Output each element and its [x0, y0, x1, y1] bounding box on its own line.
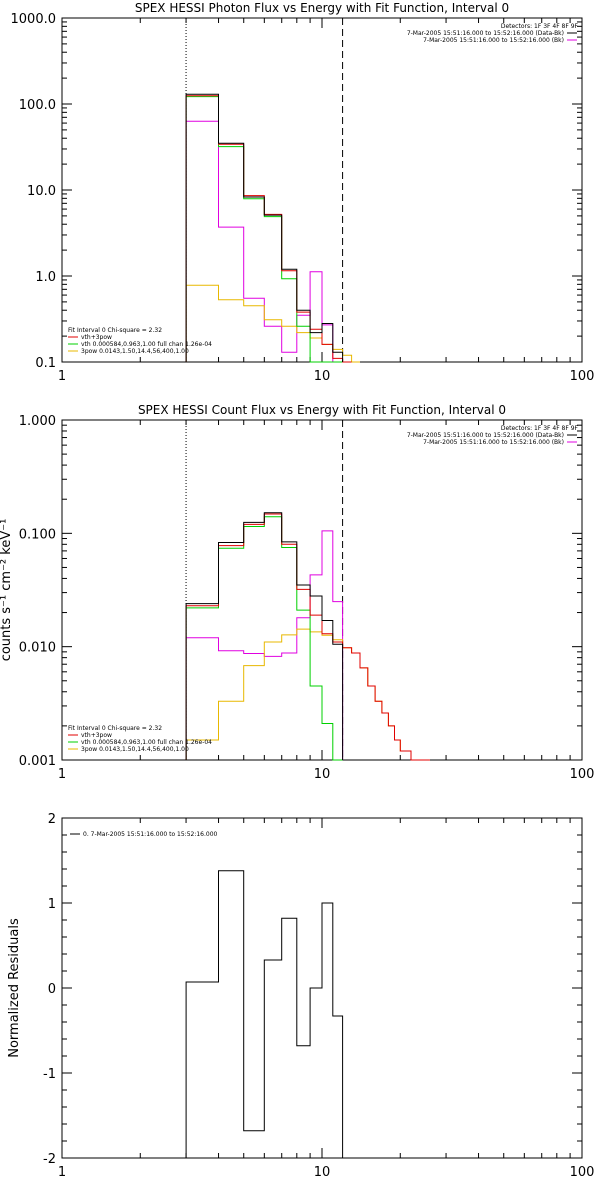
- legend-entry-label: vth 0.000584,0.963,1.00 full chan 1.26e-…: [81, 341, 212, 348]
- legend-entry-label: 7-Mar-2005 15:51:16.000 to 15:52:16.000 …: [407, 30, 564, 37]
- series-3pow: [185, 284, 360, 363]
- series-data-bk: [185, 93, 344, 362]
- legend-entry-label: 7-Mar-2005 15:51:16.000 to 15:52:16.000 …: [423, 37, 564, 44]
- y-tick-label: 0.010: [19, 641, 56, 656]
- y-tick-label: 2: [48, 812, 56, 827]
- y-tick-label: -2: [43, 1152, 56, 1167]
- panel-photon: SPEX HESSI Photon Flux vs Energy with Fi…: [11, 1, 595, 384]
- panel-count: SPEX HESSI Count Flux vs Energy with Fit…: [0, 403, 594, 782]
- legend-entry-label: vth+3pow: [81, 334, 112, 341]
- y-tick-label: -1: [43, 1067, 56, 1082]
- series-vth-3pow: [185, 95, 352, 363]
- y-axis-label: counts s⁻¹ cm⁻² keV⁻¹: [0, 519, 14, 662]
- legend-entry-label: 0. 7-Mar-2005 15:51:16.000 to 15:52:16.0…: [83, 831, 218, 838]
- y-tick-label: 0.100: [19, 527, 56, 542]
- x-tick-label: 100: [570, 369, 595, 384]
- legend-entry-label: 3pow 0.0143,1.50,14.4,56,400,1.00: [81, 348, 189, 355]
- series-vth-3pow: [185, 513, 430, 761]
- y-tick-label: 0.1: [35, 356, 56, 371]
- x-tick-label: 1: [58, 1165, 66, 1180]
- series-data-bk: [185, 512, 344, 760]
- y-tick-label: 1000.0: [11, 12, 57, 27]
- series-bk: [185, 120, 343, 363]
- chart-title: SPEX HESSI Count Flux vs Energy with Fit…: [138, 403, 506, 417]
- panel-resid: 1 10 100 -2 -1 0 1 2 Normalized Residuals 0. 7-Ma…: [7, 812, 594, 1180]
- series-0-7-mar-2005-15-51-16-000-to-15-52-16-000: [185, 870, 344, 1158]
- legend-entry-label: vth 0.000584,0.963,1.00 full chan 1.26e-…: [81, 739, 212, 746]
- y-axis-label: Normalized Residuals: [7, 918, 22, 1058]
- legend-detectors: Detectors: 1F 3F 4F 8F 9F: [501, 425, 579, 432]
- x-tick-label: 1: [58, 369, 66, 384]
- legend-fit-header: Fit Interval 0 Chi-square = 2.32: [68, 725, 162, 732]
- y-tick-label: 10.0: [27, 184, 56, 199]
- x-tick-label: 100: [570, 1165, 595, 1180]
- series-vth: [185, 516, 343, 761]
- y-tick-label: 0: [48, 982, 56, 997]
- x-tick-label: 10: [314, 767, 331, 782]
- x-tick-label: 100: [570, 767, 595, 782]
- y-tick-label: 100.0: [19, 98, 56, 113]
- x-tick-label: 10: [314, 369, 331, 384]
- x-tick-label: 10: [314, 1165, 331, 1180]
- x-tick-label: 1: [58, 767, 66, 782]
- y-tick-label: 1: [48, 897, 56, 912]
- legend-entry-label: 3pow 0.0143,1.50,14.4,56,400,1.00: [81, 746, 189, 753]
- legend-entry-label: vth+3pow: [81, 732, 112, 739]
- series-3pow: [185, 628, 430, 761]
- series-bk: [185, 530, 344, 760]
- y-tick-label: 1.000: [19, 414, 56, 429]
- legend-entry-label: 7-Mar-2005 15:51:16.000 to 15:52:16.000 …: [407, 432, 564, 439]
- legend-fit-header: Fit Interval 0 Chi-square = 2.32: [68, 327, 162, 334]
- legend-entry-label: 7-Mar-2005 15:51:16.000 to 15:52:16.000 …: [423, 439, 564, 446]
- chart-title: SPEX HESSI Photon Flux vs Energy with Fi…: [135, 1, 509, 15]
- y-tick-label: 1.0: [35, 270, 56, 285]
- y-tick-label: 0.001: [19, 754, 56, 769]
- legend-detectors: Detectors: 1F 3F 4F 8F 9F: [501, 23, 579, 30]
